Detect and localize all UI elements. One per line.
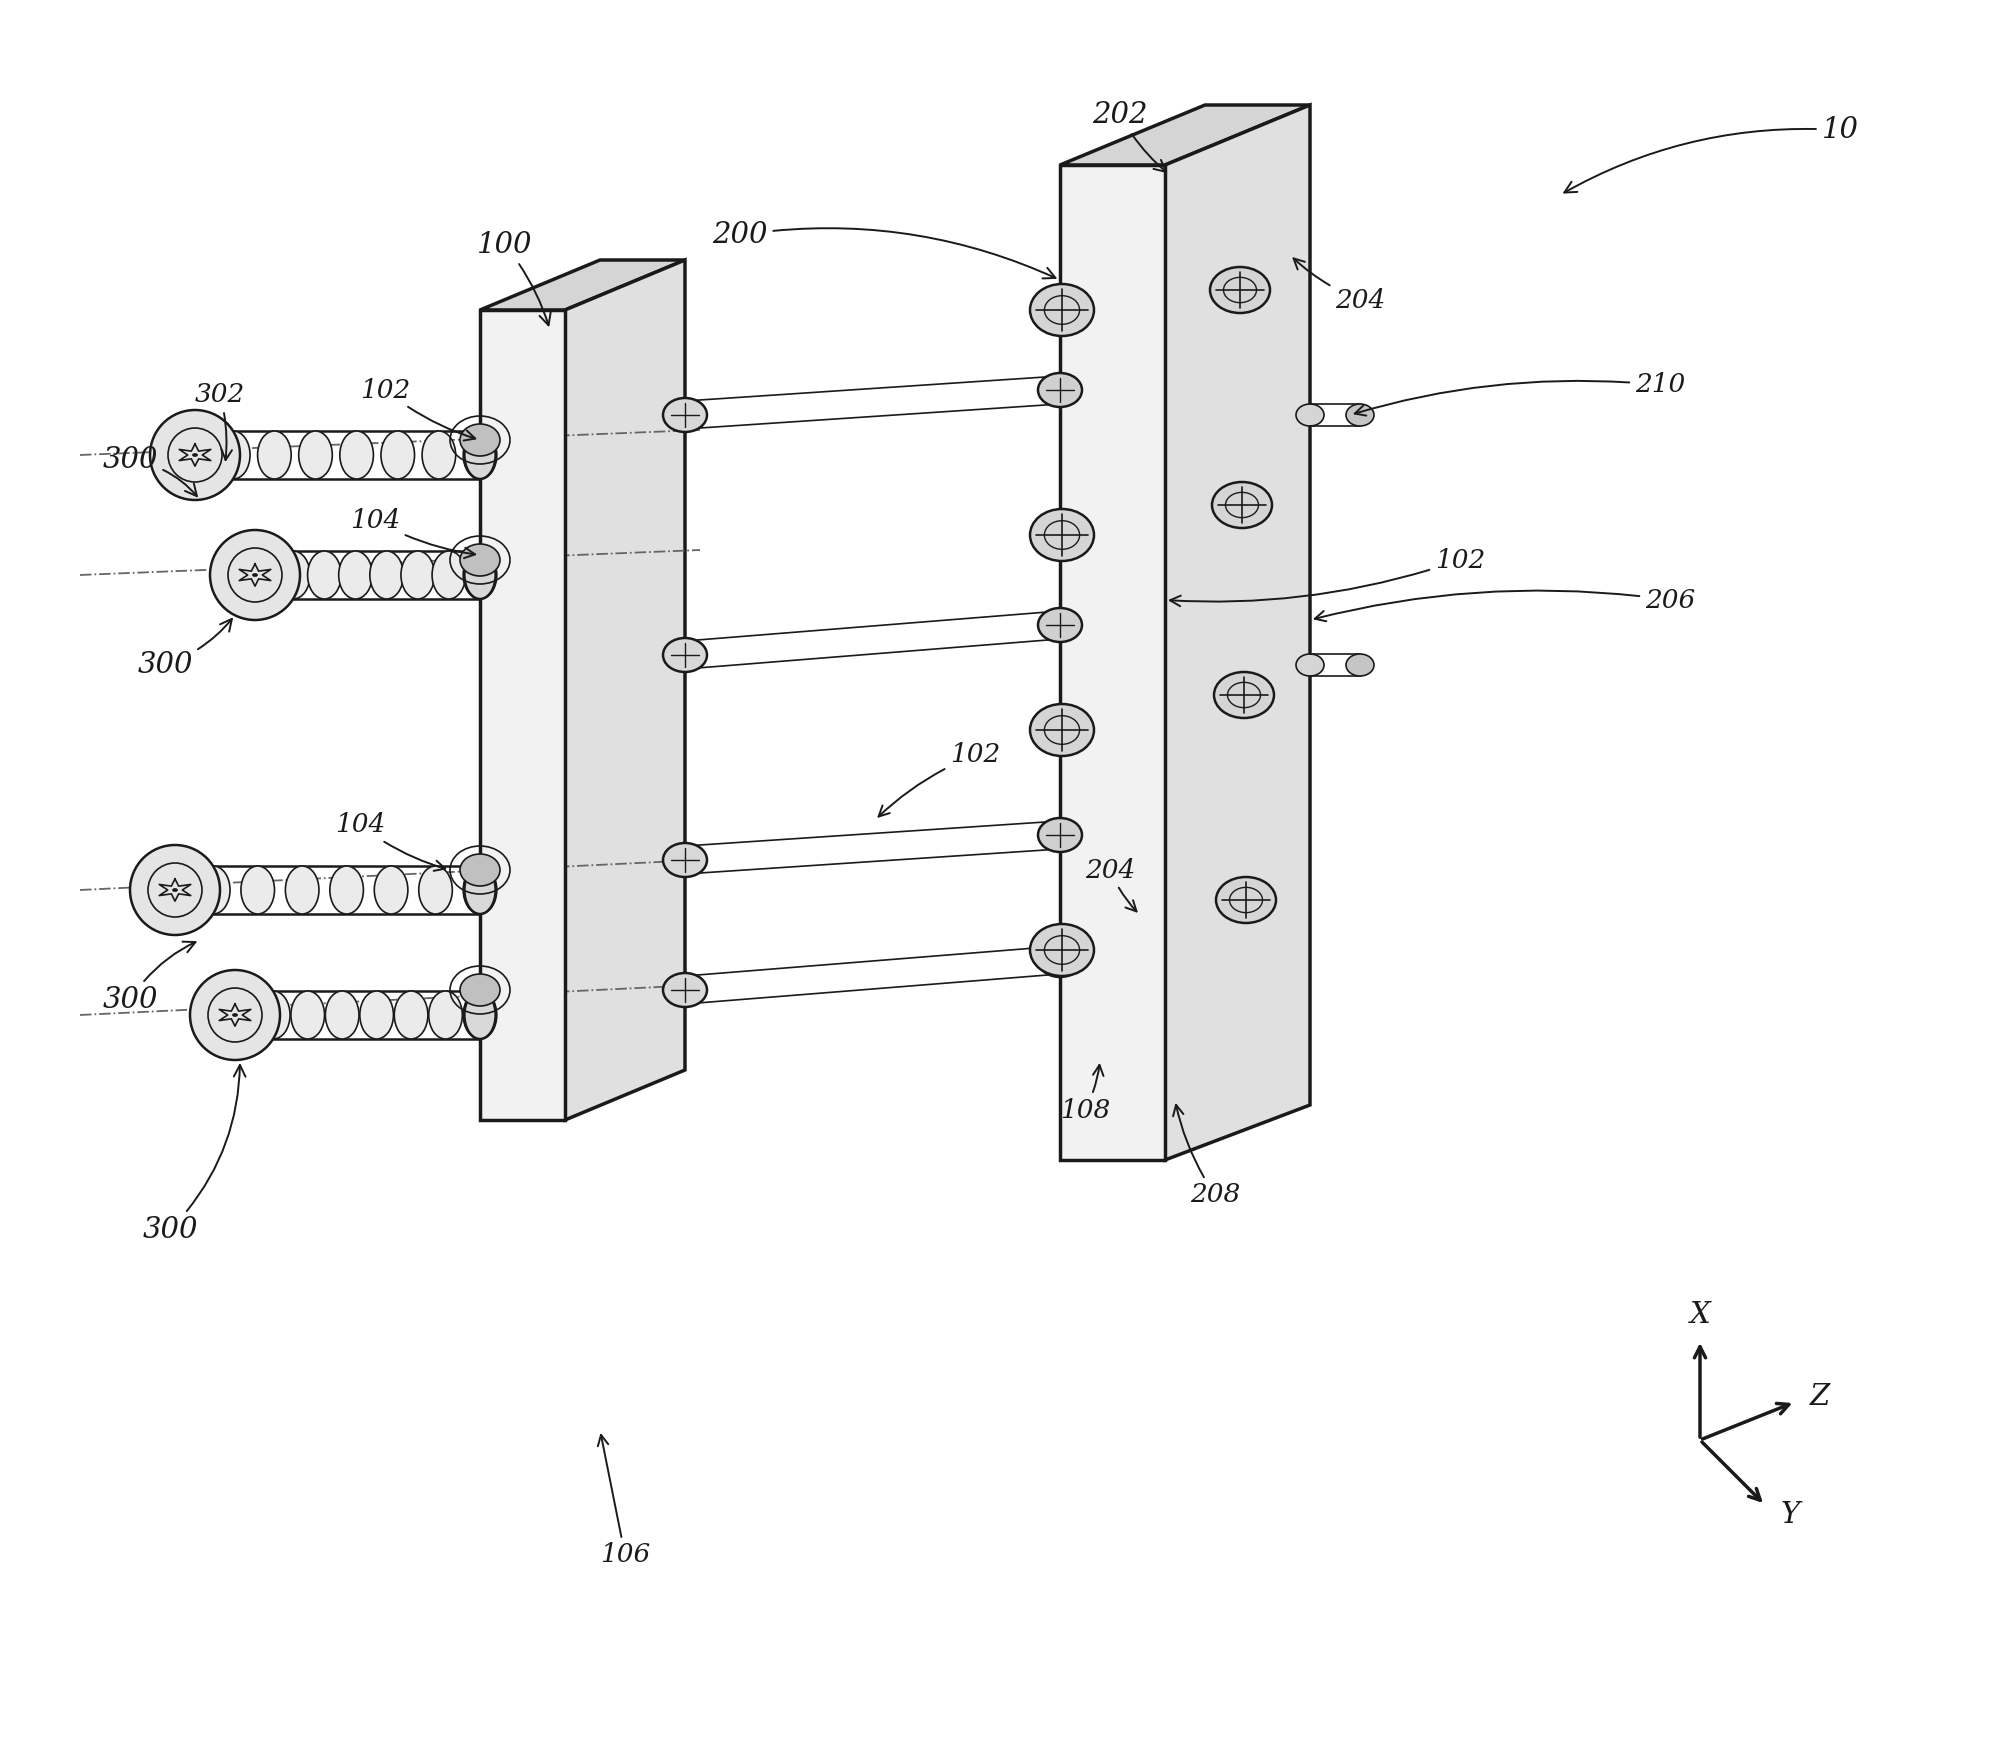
Text: 300: 300 (143, 1065, 245, 1243)
Text: Z: Z (1810, 1383, 1830, 1411)
Ellipse shape (662, 637, 706, 672)
Text: 208: 208 (1174, 1105, 1239, 1208)
Ellipse shape (1030, 510, 1094, 560)
Text: 200: 200 (712, 222, 1056, 278)
Polygon shape (1060, 166, 1166, 1159)
Ellipse shape (191, 971, 280, 1060)
Ellipse shape (463, 992, 497, 1039)
Ellipse shape (374, 866, 408, 913)
Ellipse shape (241, 866, 274, 913)
Text: 106: 106 (599, 1435, 650, 1568)
Ellipse shape (370, 552, 404, 599)
Ellipse shape (459, 424, 499, 456)
Ellipse shape (1297, 655, 1325, 676)
Text: 102: 102 (360, 377, 475, 440)
Ellipse shape (193, 454, 197, 456)
Ellipse shape (284, 866, 318, 913)
Ellipse shape (1038, 943, 1082, 978)
Ellipse shape (360, 992, 394, 1039)
Ellipse shape (463, 992, 495, 1039)
Ellipse shape (290, 992, 324, 1039)
Text: X: X (1689, 1301, 1711, 1329)
Ellipse shape (149, 410, 241, 499)
Ellipse shape (1347, 403, 1374, 426)
Ellipse shape (340, 431, 374, 478)
Ellipse shape (308, 552, 342, 599)
Ellipse shape (394, 992, 428, 1039)
Ellipse shape (402, 552, 434, 599)
Ellipse shape (1213, 672, 1275, 718)
Ellipse shape (459, 974, 499, 1006)
Ellipse shape (173, 889, 177, 892)
Ellipse shape (1030, 285, 1094, 335)
Text: 300: 300 (101, 445, 197, 496)
Polygon shape (479, 260, 684, 311)
Text: 210: 210 (1355, 372, 1685, 416)
Text: 102: 102 (879, 742, 1000, 817)
Ellipse shape (1038, 374, 1082, 407)
Ellipse shape (463, 552, 497, 599)
Ellipse shape (463, 552, 495, 599)
Ellipse shape (430, 992, 461, 1039)
Ellipse shape (422, 431, 455, 478)
Ellipse shape (338, 552, 372, 599)
Ellipse shape (233, 1013, 237, 1016)
Ellipse shape (326, 992, 358, 1039)
Text: 206: 206 (1315, 587, 1695, 622)
Ellipse shape (662, 843, 706, 876)
Text: 204: 204 (1084, 857, 1136, 911)
Ellipse shape (1030, 704, 1094, 756)
Ellipse shape (276, 552, 310, 599)
Ellipse shape (459, 854, 499, 885)
Ellipse shape (1297, 403, 1325, 426)
Polygon shape (479, 311, 565, 1119)
Ellipse shape (1347, 655, 1374, 676)
Ellipse shape (662, 973, 706, 1007)
Text: 204: 204 (1293, 258, 1384, 313)
Ellipse shape (463, 431, 495, 478)
Text: 302: 302 (195, 382, 245, 461)
Ellipse shape (217, 431, 251, 478)
Ellipse shape (1215, 876, 1277, 924)
Text: 300: 300 (137, 618, 233, 679)
Text: 104: 104 (350, 508, 475, 559)
Ellipse shape (129, 845, 221, 936)
Ellipse shape (662, 398, 706, 431)
Ellipse shape (1038, 608, 1082, 643)
Polygon shape (565, 260, 684, 1119)
Ellipse shape (463, 866, 497, 913)
Text: 202: 202 (1092, 101, 1166, 171)
Ellipse shape (1030, 924, 1094, 976)
Ellipse shape (257, 431, 290, 478)
Ellipse shape (463, 866, 495, 913)
Ellipse shape (463, 431, 497, 478)
Polygon shape (1060, 105, 1311, 166)
Ellipse shape (197, 866, 231, 913)
Polygon shape (1166, 105, 1311, 1159)
Ellipse shape (257, 992, 290, 1039)
Text: 108: 108 (1060, 1065, 1110, 1123)
Ellipse shape (420, 866, 452, 913)
Text: 104: 104 (334, 812, 446, 871)
Ellipse shape (253, 573, 257, 576)
Text: 102: 102 (1170, 548, 1486, 606)
Ellipse shape (432, 552, 465, 599)
Text: 300: 300 (101, 941, 195, 1014)
Ellipse shape (459, 545, 499, 576)
Text: 100: 100 (477, 230, 551, 325)
Ellipse shape (211, 531, 300, 620)
Text: Y: Y (1780, 1502, 1800, 1529)
Ellipse shape (298, 431, 332, 478)
Ellipse shape (330, 866, 364, 913)
Ellipse shape (1211, 482, 1273, 527)
Ellipse shape (382, 431, 414, 478)
Text: 10: 10 (1563, 115, 1858, 192)
Ellipse shape (1038, 817, 1082, 852)
Ellipse shape (1209, 267, 1271, 313)
